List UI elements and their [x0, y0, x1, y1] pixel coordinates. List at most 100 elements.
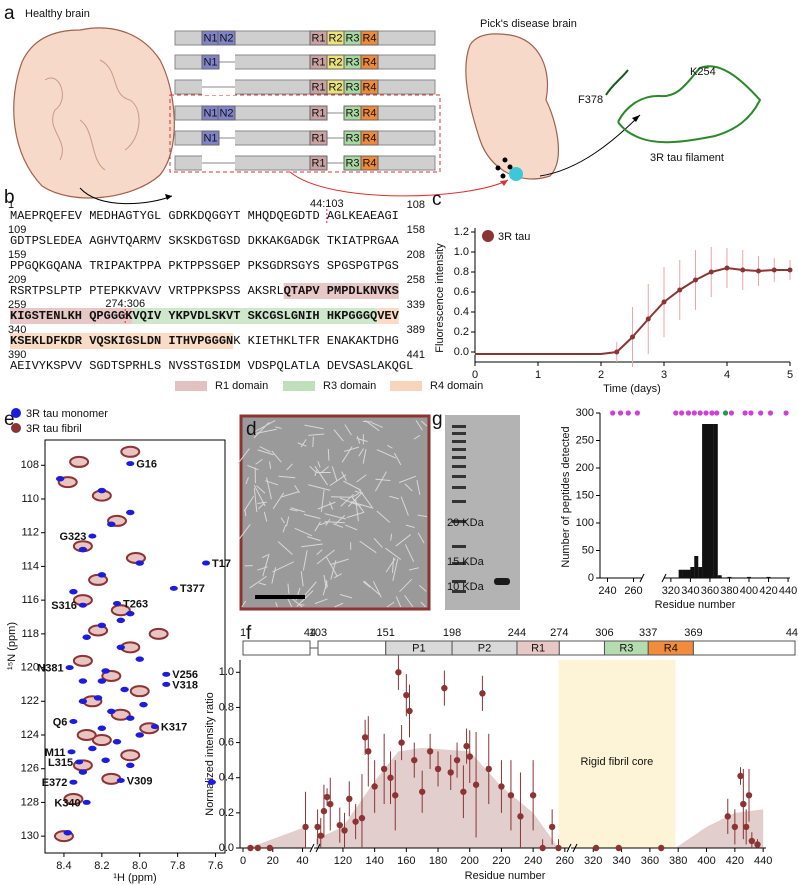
fiber [308, 433, 325, 436]
fiber [376, 510, 391, 523]
label: F378 [578, 94, 603, 106]
fiber [275, 426, 282, 430]
domain-label: R1 [311, 56, 325, 68]
sequence: GDTPSLEDEA AGHVTQARMV SKSKDGTGSD DKKAKGA… [10, 234, 400, 248]
fiber [316, 549, 335, 565]
x-tick-label: 380 [720, 585, 738, 597]
bar [682, 569, 687, 578]
fibril-peak [148, 627, 169, 640]
bar [702, 424, 707, 578]
fiber [413, 434, 421, 440]
residue-number: 340 [8, 324, 26, 336]
decor [13, 27, 762, 611]
point [517, 813, 524, 820]
y-tick-label: 0.4 [219, 772, 234, 784]
peak-label: K317 [161, 721, 187, 733]
point [392, 792, 399, 799]
fiber [268, 461, 272, 470]
arrow [289, 171, 509, 197]
monomer-peak [97, 572, 107, 578]
x-tick-label: 8.0 [132, 860, 147, 872]
x-tick-label: 380 [669, 855, 687, 867]
y-tick-label: 0.2 [454, 326, 469, 338]
fiber [272, 561, 294, 573]
domain-label: R2 [328, 32, 342, 44]
x-axis-label: ¹H (ppm) [113, 872, 156, 884]
fiber [289, 508, 298, 512]
y-tick-label: 122 [21, 695, 39, 707]
fiber [327, 448, 330, 461]
fiber [344, 524, 358, 531]
fiber [343, 446, 360, 452]
sequence: AEIVYKSPVV SGDTSPRHLS NVSSTGSIDM VDSPQLA… [10, 359, 413, 373]
marker-point [709, 410, 715, 416]
monomer-peak [97, 678, 107, 684]
fiber [386, 601, 395, 608]
peak-label: V318 [172, 679, 198, 691]
panel-label: g [432, 409, 443, 430]
fiber [257, 449, 274, 456]
fiber [376, 449, 397, 459]
fiber [395, 596, 402, 608]
residue-number: 258 [407, 274, 425, 286]
fiber [347, 492, 363, 507]
domain-box [692, 640, 796, 656]
monomer-peak [101, 757, 110, 764]
bar [713, 424, 718, 578]
fiber [262, 553, 270, 577]
fiber [309, 466, 317, 473]
fiber [300, 571, 304, 587]
fiber [258, 582, 267, 586]
fiber [363, 580, 380, 596]
sequence: QTAPV PMPDLKNVKS [284, 284, 399, 298]
fiber [294, 527, 313, 537]
fiber [389, 495, 400, 500]
domain-label: R4 [362, 81, 376, 93]
residue-number: 339 [407, 299, 425, 311]
fiber [282, 524, 287, 533]
peak-label: T17 [212, 558, 231, 570]
domain [360, 79, 379, 95]
boundary-label: 337 [639, 627, 657, 639]
x-tick-label: 240 [598, 585, 616, 597]
fiber [287, 583, 290, 594]
x-tick-label: 140 [365, 855, 383, 867]
fiber [395, 534, 411, 547]
domain-label: R3 [619, 642, 633, 654]
residue-number: 208 [407, 249, 425, 261]
x-tick-label: 4 [724, 369, 730, 381]
fiber [394, 452, 402, 466]
x-tick-label: 260 [556, 855, 574, 867]
labeled-peak [75, 759, 84, 765]
x-tick-label: 0 [240, 855, 246, 867]
marker-point [728, 410, 735, 416]
x-tick-label: 180 [429, 855, 447, 867]
fibril-peak [120, 749, 141, 762]
monomer-peak [78, 769, 88, 775]
x-tick-label: 440 [779, 585, 797, 597]
domain-label: R4 [362, 107, 376, 119]
point [336, 821, 343, 829]
residue-number: 259 [8, 299, 26, 311]
fiber [355, 499, 359, 522]
fibril-peak [76, 729, 97, 741]
y-tick-label: 300 [576, 407, 594, 419]
domain-label: N1 [203, 32, 217, 44]
x-tick-label: 8.4 [56, 860, 71, 872]
dashed-box [169, 94, 441, 173]
fiber [325, 556, 338, 577]
sequence: PPGQKGQANA TRIPAKTPPA PKTPPSSGEP PKSGDRS… [10, 259, 399, 273]
x-axis-label: Time (days) [603, 383, 661, 395]
boundary-label: 369 [684, 627, 702, 639]
marker-point [783, 410, 789, 416]
fiber [297, 442, 307, 447]
ladder-band [452, 465, 466, 468]
x-tick-label: 320 [584, 855, 602, 867]
domain [201, 130, 220, 146]
marker-point [634, 410, 641, 416]
fiber [390, 533, 393, 541]
fiber [317, 501, 336, 510]
x-tick-label: 200 [461, 855, 479, 867]
fiber [339, 497, 361, 507]
residue-number: 441 [407, 349, 425, 361]
